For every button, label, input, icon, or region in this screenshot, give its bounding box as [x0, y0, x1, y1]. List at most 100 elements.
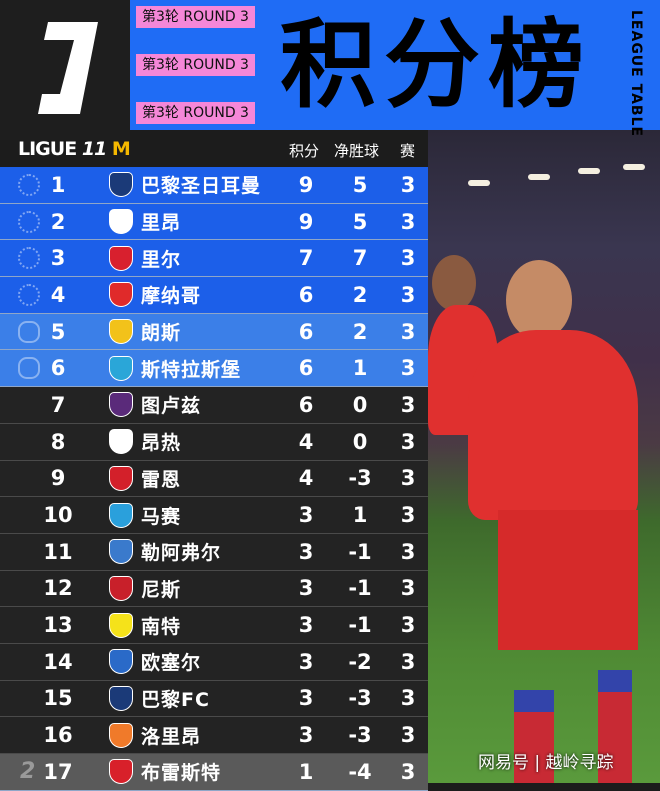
played: 3 — [400, 539, 416, 564]
goal-diff: -4 — [348, 759, 372, 784]
col-played: 赛 — [400, 142, 416, 160]
played: 3 — [400, 319, 416, 344]
points: 6 — [298, 392, 314, 417]
table-row[interactable]: 10 马赛 3 1 3 — [0, 497, 428, 534]
goal-diff: 2 — [352, 282, 368, 307]
rank: 10 — [43, 503, 73, 528]
team-name: 里昂 — [141, 212, 182, 235]
goal-diff: 0 — [352, 392, 368, 417]
goal-diff: -1 — [348, 539, 372, 564]
team-crest-icon — [109, 465, 133, 491]
rank: 6 — [50, 356, 66, 381]
table-row[interactable]: 2 里昂 9 5 3 — [0, 203, 428, 241]
points: 3 — [298, 503, 314, 528]
rank: 7 — [50, 392, 66, 417]
points: 4 — [298, 429, 314, 454]
rank: 2 — [50, 209, 66, 234]
points: 6 — [298, 356, 314, 381]
round-tag: 第3轮 ROUND 3 — [136, 102, 255, 124]
team-crest-icon — [109, 319, 133, 345]
team-name: 巴黎圣日耳曼 — [141, 175, 262, 198]
table-row[interactable]: 9 雷恩 4 -3 3 — [0, 460, 428, 498]
played: 3 — [400, 209, 416, 234]
rank: 9 — [50, 466, 66, 491]
points: 3 — [298, 576, 314, 601]
goal-diff: 1 — [352, 503, 368, 528]
team-crest-icon — [109, 612, 133, 638]
goal-diff: -3 — [348, 686, 372, 711]
goal-diff: -1 — [348, 576, 372, 601]
team-name: 斯特拉斯堡 — [141, 358, 242, 381]
team-name: 马赛 — [141, 505, 182, 528]
table-row[interactable]: 7 图卢兹 6 0 3 — [0, 387, 428, 424]
rank: 8 — [50, 429, 66, 454]
points: 3 — [298, 613, 314, 638]
table-row[interactable]: 1 巴黎圣日耳曼 9 5 3 — [0, 167, 428, 204]
standings-table: 1 巴黎圣日耳曼 9 5 3 2 里昂 9 5 3 3 里尔 7 7 3 4 摩纳哥 6 2 3 5 朗斯 6 2 3 6 斯特拉斯… — [0, 167, 428, 791]
team-name: 昂热 — [141, 432, 182, 455]
rank: 13 — [43, 613, 73, 638]
points: 3 — [298, 649, 314, 674]
team-crest-icon — [109, 722, 133, 748]
team-name: 布雷斯特 — [141, 762, 222, 785]
points: 9 — [298, 209, 314, 234]
team-crest-icon — [109, 282, 133, 308]
logo-panel — [0, 0, 130, 140]
team-crest-icon — [109, 392, 133, 418]
team-crest-icon — [109, 172, 133, 198]
table-row[interactable]: 15 巴黎FC 3 -3 3 — [0, 680, 428, 718]
team-name: 勒阿弗尔 — [141, 542, 222, 565]
rank: 1 — [50, 172, 66, 197]
team-name: 雷恩 — [141, 468, 182, 491]
rank: 12 — [43, 576, 73, 601]
played: 3 — [400, 392, 416, 417]
col-goal-diff: 净胜球 — [334, 142, 380, 160]
played: 3 — [400, 466, 416, 491]
rank: 11 — [43, 539, 73, 564]
table-row[interactable]: 6 斯特拉斯堡 6 1 3 — [0, 350, 428, 388]
points: 1 — [298, 759, 314, 784]
team-name: 洛里昂 — [141, 725, 202, 748]
points: 3 — [298, 539, 314, 564]
points: 6 — [298, 282, 314, 307]
table-row[interactable]: 14 欧塞尔 3 -2 3 — [0, 643, 428, 681]
round-tag: 第3轮 ROUND 3 — [136, 54, 255, 76]
rank: 5 — [50, 319, 66, 344]
table-row[interactable]: 5 朗斯 6 2 3 — [0, 313, 428, 351]
round-tag: 第3轮 ROUND 3 — [136, 6, 255, 28]
table-row[interactable]: 12 尼斯 3 -1 3 — [0, 570, 428, 608]
goal-diff: -3 — [348, 723, 372, 748]
played: 3 — [400, 613, 416, 638]
table-row[interactable]: 4 摩纳哥 6 2 3 — [0, 277, 428, 314]
page-title: 积分榜 — [280, 9, 592, 121]
played: 3 — [400, 282, 416, 307]
goal-diff: -3 — [348, 466, 372, 491]
goal-diff: 2 — [352, 319, 368, 344]
table-row[interactable]: 13 南特 3 -1 3 — [0, 607, 428, 644]
champions-league-icon — [18, 283, 40, 306]
team-crest-icon — [109, 685, 133, 711]
table-row[interactable]: 16 洛里昂 3 -3 3 — [0, 717, 428, 754]
team-crest-icon — [109, 575, 133, 601]
team-crest-icon — [109, 355, 133, 381]
points: 3 — [298, 723, 314, 748]
points: 6 — [298, 319, 314, 344]
played: 3 — [400, 723, 416, 748]
goal-diff: 7 — [352, 246, 368, 271]
table-row[interactable]: 2 17 布雷斯特 1 -4 3 — [0, 754, 428, 791]
team-name: 图卢兹 — [141, 395, 202, 418]
played: 3 — [400, 172, 416, 197]
team-name: 摩纳哥 — [141, 285, 202, 308]
table-row[interactable]: 8 昂热 4 0 3 — [0, 423, 428, 461]
league-name: LIGUE — [18, 138, 77, 160]
team-crest-icon — [109, 649, 133, 675]
team-crest-icon — [109, 245, 133, 271]
champions-league-icon — [18, 173, 40, 196]
played: 3 — [400, 759, 416, 784]
mcdonalds-logo-icon: M — [111, 138, 131, 160]
team-crest-icon — [109, 759, 133, 785]
rank: 17 — [43, 759, 73, 784]
europa-league-icon — [18, 320, 40, 343]
table-row[interactable]: 11 勒阿弗尔 3 -1 3 — [0, 533, 428, 571]
table-row[interactable]: 3 里尔 7 7 3 — [0, 240, 428, 278]
